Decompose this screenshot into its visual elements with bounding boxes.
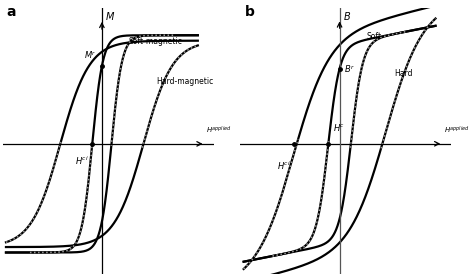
Text: Hard: Hard bbox=[394, 69, 412, 78]
Text: $H^{ci}$: $H^{ci}$ bbox=[75, 155, 89, 167]
Text: $\mathbf{a}$: $\mathbf{a}$ bbox=[6, 5, 16, 19]
Text: $H^{applied}$: $H^{applied}$ bbox=[444, 125, 470, 137]
Text: Soft: Soft bbox=[366, 32, 382, 41]
Text: $\mathbf{b}$: $\mathbf{b}$ bbox=[244, 4, 255, 19]
Text: Hard-magnetic: Hard-magnetic bbox=[156, 77, 213, 86]
Text: $M^r$: $M^r$ bbox=[84, 49, 97, 61]
Text: $H^c$: $H^c$ bbox=[333, 122, 345, 133]
Text: $H^{ci}$: $H^{ci}$ bbox=[276, 160, 291, 172]
Text: $B^r$: $B^r$ bbox=[344, 63, 355, 75]
Text: Soft-magnetic: Soft-magnetic bbox=[129, 37, 182, 46]
Text: $H^{applied}$: $H^{applied}$ bbox=[206, 125, 232, 136]
Text: $B$: $B$ bbox=[343, 10, 351, 22]
Text: $M$: $M$ bbox=[105, 10, 115, 22]
